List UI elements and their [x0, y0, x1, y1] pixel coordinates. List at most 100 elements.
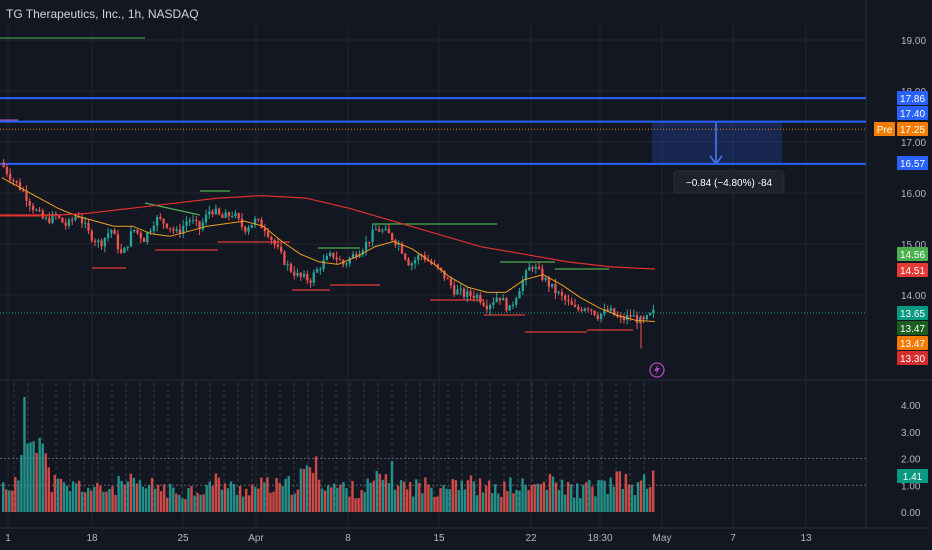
price-tag-label: 16.57: [900, 159, 925, 170]
volume-bar: [424, 477, 427, 512]
candle-body: [328, 252, 332, 256]
volume-bar: [138, 480, 142, 512]
volume-bar: [190, 486, 193, 512]
volume-bar: [32, 441, 35, 512]
volume-bar: [71, 481, 75, 512]
price-tick-label: 19.00: [901, 36, 926, 47]
volume-bar: [147, 485, 151, 512]
volume-bar: [342, 482, 345, 512]
lightning-icon: [654, 364, 660, 376]
candle-body: [590, 309, 593, 311]
volume-bar: [503, 481, 506, 512]
candle-body: [253, 218, 257, 225]
volume-bar: [302, 469, 306, 512]
volume-bar: [445, 488, 448, 512]
candle-body: [31, 205, 35, 211]
volume-bar: [566, 482, 570, 512]
volume-bar: [606, 493, 609, 512]
volume-bar: [551, 476, 555, 512]
candle-body: [87, 222, 90, 231]
candle-body: [90, 230, 93, 241]
volume-bar: [600, 480, 603, 512]
volume-bar: [232, 484, 236, 512]
volume-bar: [560, 479, 564, 512]
volume-bar: [494, 484, 497, 512]
candle-body: [361, 250, 364, 255]
candle-body: [622, 317, 626, 321]
volume-bar: [527, 490, 530, 512]
volume-tag-label: 1.41: [903, 472, 923, 483]
volume-bar: [266, 477, 269, 512]
volume-bar: [74, 483, 78, 512]
volume-bar: [387, 483, 391, 512]
volume-bar: [132, 477, 136, 512]
volume-bar: [618, 471, 621, 512]
volume-bar: [576, 483, 579, 512]
candle-body: [319, 269, 322, 271]
candle-body: [61, 217, 64, 223]
volume-bar: [65, 485, 69, 512]
candle-body: [208, 211, 211, 215]
candle-body: [515, 298, 518, 305]
candle-body: [152, 225, 155, 231]
candle-body: [51, 213, 54, 223]
candle-body: [577, 306, 580, 310]
candle-body: [469, 291, 472, 296]
candle-body: [322, 259, 325, 270]
volume-bar: [108, 488, 111, 512]
volume-bar: [597, 479, 600, 512]
volume-bar: [105, 491, 108, 512]
volume-bar: [609, 477, 612, 512]
volume-bar: [26, 443, 29, 512]
volume-bar: [47, 467, 50, 512]
volume-bar: [636, 482, 640, 512]
candle-body: [306, 274, 309, 281]
candle-body: [9, 173, 12, 180]
candle-body: [391, 233, 394, 241]
volume-bar: [323, 490, 327, 512]
candle-body: [198, 221, 201, 230]
candle-body: [100, 240, 103, 247]
price-tag-label: 14.51: [900, 266, 925, 277]
volume-bar: [129, 473, 132, 512]
volume-bar: [563, 494, 567, 512]
volume-bar: [120, 480, 123, 512]
volume-bar: [521, 478, 524, 512]
time-tick-label: 8: [345, 533, 351, 544]
candle-body: [129, 231, 133, 247]
volume-bar: [460, 480, 464, 512]
volume-bar: [448, 489, 451, 512]
candle-body: [123, 247, 126, 253]
volume-bar: [229, 481, 233, 512]
volume-bar: [251, 484, 254, 512]
volume-bar: [421, 493, 424, 512]
volume-tick-label: 0.00: [901, 508, 921, 519]
candle-body: [299, 272, 302, 277]
candle-body: [492, 302, 495, 305]
candle-body: [583, 308, 586, 311]
candle-body: [77, 216, 80, 218]
volume-bar: [369, 482, 372, 512]
candle-body: [573, 304, 577, 307]
candle-body: [436, 264, 440, 268]
volume-bar: [454, 479, 457, 512]
volume-bar: [14, 476, 17, 512]
volume-bar: [80, 491, 84, 512]
volume-tag: [897, 469, 928, 483]
candle-body: [172, 228, 175, 231]
price-tag: [897, 351, 928, 365]
volume-bar: [44, 453, 47, 512]
candle-body: [567, 299, 570, 302]
volume-bar: [77, 480, 81, 512]
candle-body: [286, 264, 289, 266]
volume-bar: [29, 442, 32, 512]
candle-body: [263, 228, 266, 232]
swing-high-segment: [144, 202, 201, 216]
volume-bar: [648, 487, 652, 512]
candle-body: [247, 227, 250, 232]
volume-bar: [311, 473, 315, 512]
price-tick-label: 17.00: [901, 138, 926, 149]
volume-bar: [184, 498, 187, 512]
volume-bar: [633, 495, 637, 512]
